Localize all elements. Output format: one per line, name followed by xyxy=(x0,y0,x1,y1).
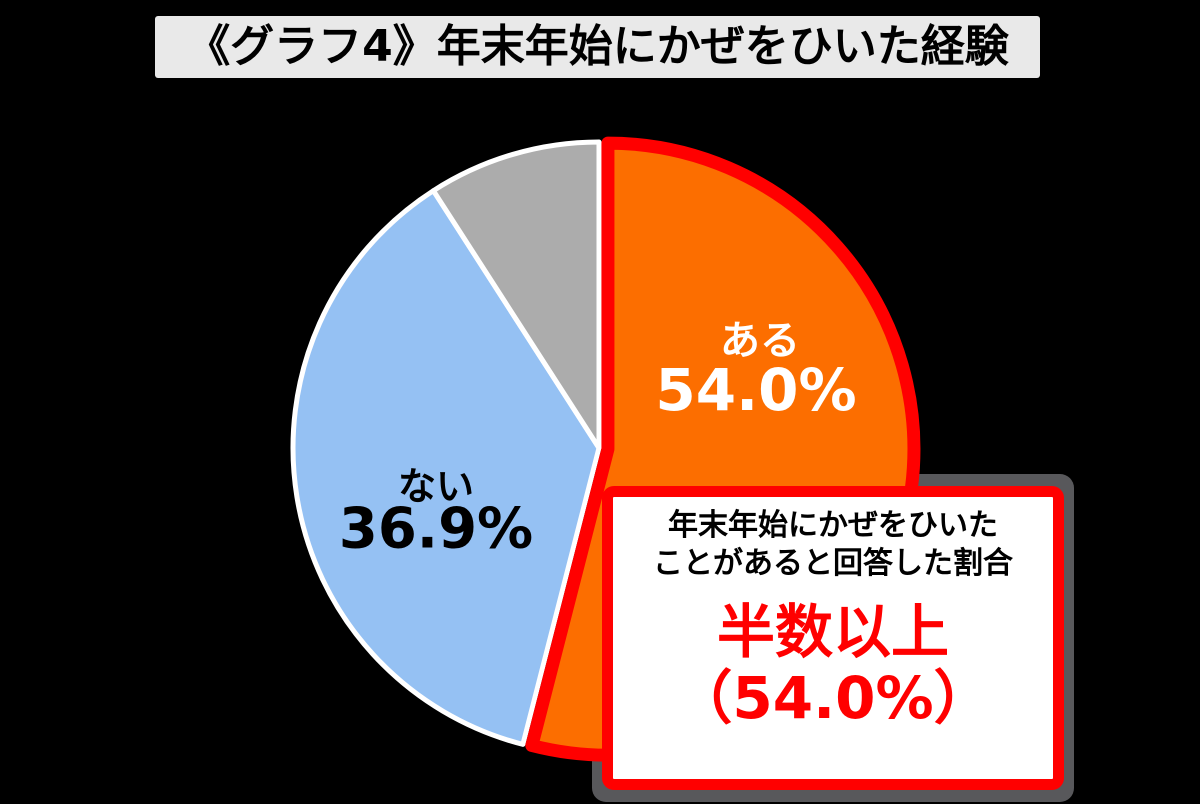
chart-title-banner: 《グラフ4》年末年始にかぜをひいた経験 xyxy=(155,16,1040,78)
pie-slice-other xyxy=(430,139,602,451)
callout-description: 年末年始にかぜをひいた ことがあると回答した割合 xyxy=(613,507,1053,583)
callout-highlight: 半数以上 （54.0%） xyxy=(613,599,1053,731)
callout-line-2: ことがあると回答した割合 xyxy=(653,546,1013,581)
slice-label-no: ない xyxy=(397,464,475,509)
callout-highlight-2: （54.0%） xyxy=(674,664,992,732)
callout-line-1: 年末年始にかぜをひいた xyxy=(668,508,998,543)
callout-highlight-1: 半数以上 xyxy=(716,598,949,666)
slice-label-yes: ある xyxy=(720,318,800,364)
slice-value-yes: 54.0% xyxy=(655,356,857,424)
pie-slice-no xyxy=(290,188,602,747)
slice-value-no: 36.9% xyxy=(338,496,534,562)
callout-box: 年末年始にかぜをひいた ことがあると回答した割合 半数以上 （54.0%） xyxy=(602,486,1064,790)
